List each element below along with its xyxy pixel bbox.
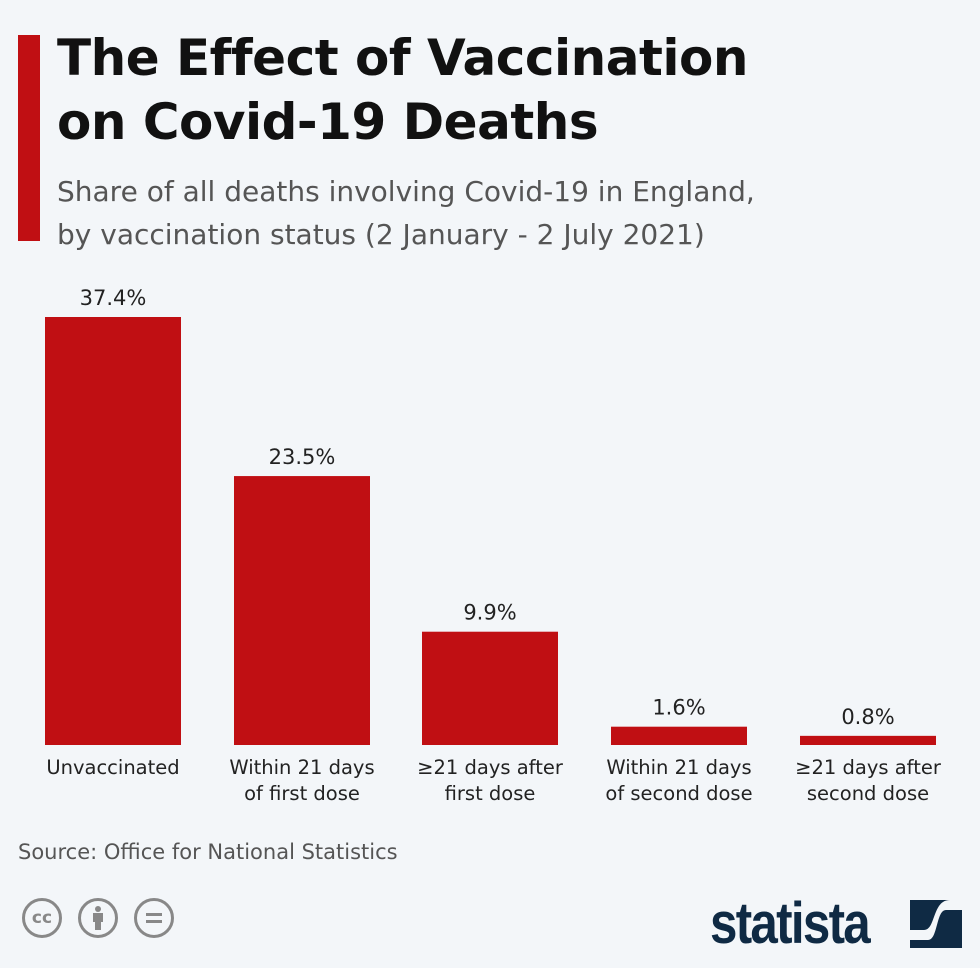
- category-label: first dose: [445, 782, 536, 805]
- cc-icon[interactable]: cc: [22, 898, 62, 938]
- statista-logo[interactable]: statista: [710, 891, 871, 956]
- category-label: ≥21 days after: [795, 756, 942, 779]
- bar-chart: 37.4% Unvaccinated 23.5% Within 21 days of f…: [45, 286, 942, 805]
- category-label: of first dose: [244, 782, 360, 805]
- bar: [800, 735, 936, 745]
- category-label: of second dose: [605, 782, 752, 805]
- attribution-icon[interactable]: [78, 898, 118, 938]
- subtitle-line: by vaccination status (2 January - 2 Jul…: [57, 218, 705, 251]
- bar: [45, 317, 181, 745]
- title-line: The Effect of Vaccination: [57, 29, 749, 87]
- data-label: 1.6%: [652, 696, 705, 720]
- category-label: ≥21 days after: [417, 756, 564, 779]
- source-note: Source: Office for National Statistics: [18, 840, 398, 864]
- data-label: 37.4%: [80, 286, 147, 310]
- no-derivatives-icon[interactable]: [134, 898, 174, 938]
- category-label: second dose: [807, 782, 929, 805]
- category-label: Within 21 days: [606, 756, 751, 779]
- chart-subtitle: Share of all deaths involving Covid-19 i…: [57, 170, 957, 256]
- chart-title: The Effect of Vaccination on Covid-19 De…: [57, 26, 957, 154]
- data-label: 23.5%: [269, 445, 336, 469]
- subtitle-line: Share of all deaths involving Covid-19 i…: [57, 175, 755, 208]
- bar: [422, 631, 558, 745]
- data-label: 0.8%: [841, 705, 894, 729]
- category-label: Within 21 days: [229, 756, 374, 779]
- data-label: 9.9%: [463, 601, 516, 625]
- bar: [234, 476, 370, 745]
- accent-stripe: [18, 35, 40, 241]
- bar: [611, 726, 747, 745]
- category-label: Unvaccinated: [46, 756, 179, 779]
- statista-logo-mark: [910, 900, 962, 948]
- title-line: on Covid-19 Deaths: [57, 93, 599, 151]
